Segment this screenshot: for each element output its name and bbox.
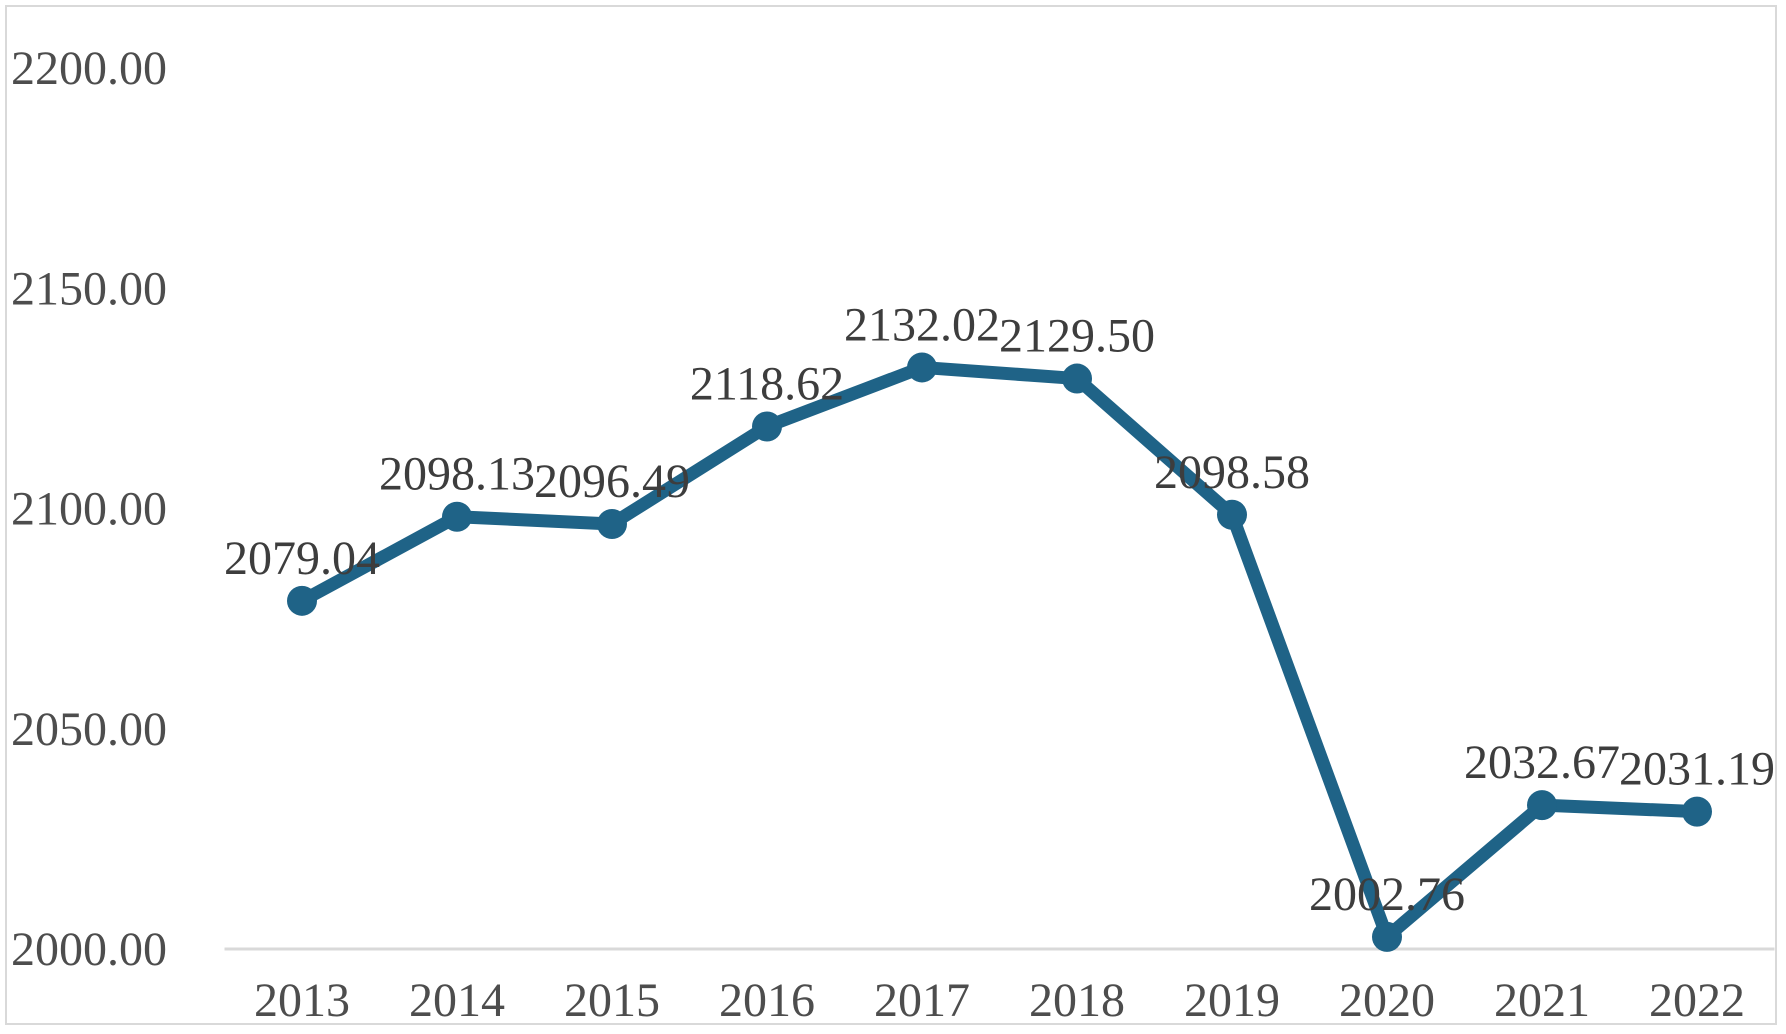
data-point-2015 <box>597 508 627 539</box>
data-label-2015: 2096.49 <box>534 455 690 508</box>
y-axis-tick-label: 2050.00 <box>11 703 167 756</box>
data-label-2020: 2002.76 <box>1309 868 1465 921</box>
x-axis-tick-label: 2014 <box>409 974 505 1023</box>
data-label-2019: 2098.58 <box>1154 446 1310 499</box>
x-axis-tick-label: 2019 <box>1184 974 1280 1023</box>
data-point-2020 <box>1372 921 1402 952</box>
x-axis-tick-label: 2017 <box>874 974 970 1023</box>
data-point-2017 <box>907 352 937 383</box>
x-axis-tick-label: 2013 <box>254 974 350 1023</box>
x-axis-tick-label: 2022 <box>1649 974 1745 1023</box>
series-line <box>295 360 1704 944</box>
data-point-2018 <box>1062 363 1092 394</box>
x-axis-tick-label: 2015 <box>564 974 660 1023</box>
line-chart: 2200.00 2150.00 2100.00 2050.00 2000.00 2013 2… <box>11 42 1775 1023</box>
x-axis-tick-label: 2018 <box>1029 974 1125 1023</box>
chart-frame: 2200.00 2150.00 2100.00 2050.00 2000.00 2013 2… <box>5 5 1777 1025</box>
x-axis-tick-label: 2021 <box>1494 974 1590 1023</box>
data-point-2019 <box>1217 499 1247 530</box>
y-axis-tick-label: 2100.00 <box>11 483 167 536</box>
y-axis-tick-label: 2000.00 <box>11 923 167 976</box>
data-label-2018: 2129.50 <box>999 310 1155 363</box>
data-point-2022 <box>1682 796 1712 827</box>
data-point-2014 <box>442 501 472 532</box>
data-point-2016 <box>752 411 782 442</box>
data-point-2021 <box>1527 790 1557 821</box>
data-label-2013: 2079.04 <box>224 532 380 585</box>
x-axis-tick-label: 2016 <box>719 974 815 1023</box>
x-axis-tick-label: 2020 <box>1339 974 1435 1023</box>
data-label-2017: 2132.02 <box>844 298 1000 351</box>
data-label-2014: 2098.13 <box>379 448 535 501</box>
data-label-2021: 2032.67 <box>1464 736 1620 789</box>
y-axis-tick-label: 2150.00 <box>11 262 167 315</box>
data-label-2016: 2118.62 <box>690 357 844 410</box>
data-label-2022: 2031.19 <box>1619 743 1775 796</box>
data-point-2013 <box>287 585 317 616</box>
y-axis-tick-label: 2200.00 <box>11 42 167 95</box>
